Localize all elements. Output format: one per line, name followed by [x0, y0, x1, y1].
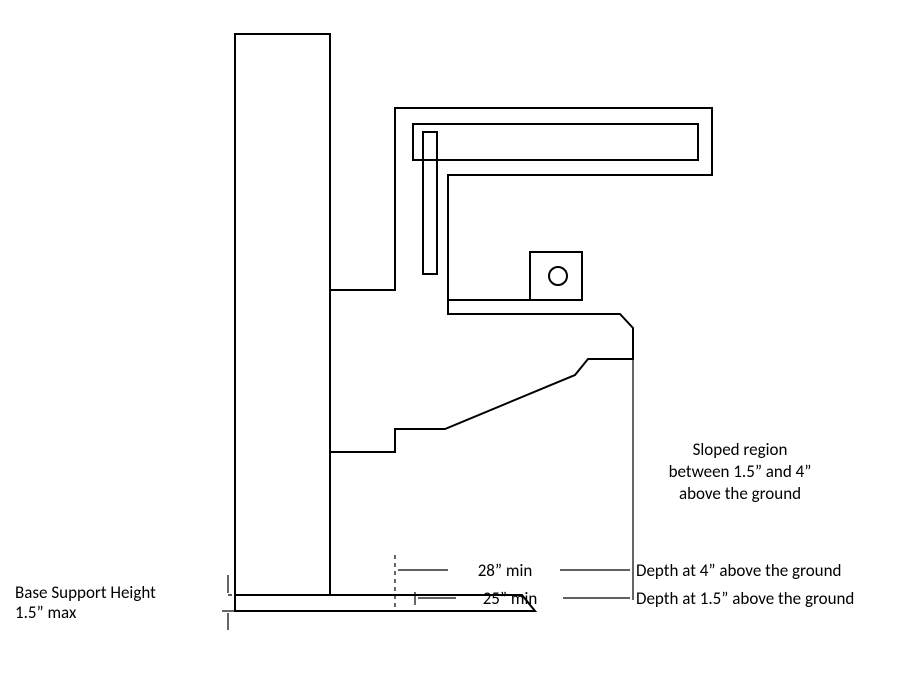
dimension-diagram: 28” min 25” min Base Support Height 1.5”…: [0, 0, 900, 675]
sloped-label-2: between 1.5” and 4”: [669, 461, 812, 482]
pivot-hole: [549, 267, 567, 285]
dim-base-height: [222, 575, 235, 630]
c-arm-inner-top: [413, 124, 698, 160]
base-support-label-1: Base Support Height: [15, 582, 156, 603]
base-support-label-2: 1.5” max: [15, 602, 77, 623]
dim-28-label: 28” min: [478, 560, 533, 581]
dim-25: 25” min: [418, 588, 630, 609]
depth-4-label: Depth at 4” above the ground: [636, 560, 841, 581]
sloped-label-3: above the ground: [679, 483, 801, 504]
depth-15-label: Depth at 1.5” above the ground: [636, 588, 854, 609]
dim-25-label: 25” min: [483, 588, 538, 609]
detector-slot: [423, 132, 437, 274]
dim-28: 28” min: [398, 560, 630, 581]
sloped-label-1: Sloped region: [693, 439, 788, 460]
column: [235, 34, 330, 595]
